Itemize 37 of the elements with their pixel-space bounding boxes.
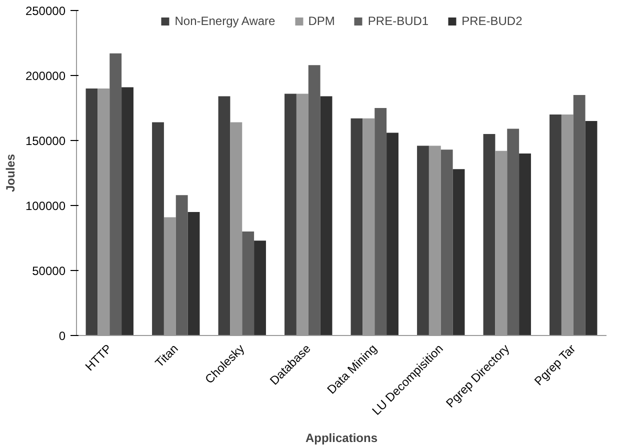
y-tick-label: 50000 (32, 264, 66, 278)
bar (152, 122, 164, 336)
bar (254, 240, 266, 336)
x-axis-title: Applications (305, 430, 378, 445)
y-tick-label: 200000 (25, 69, 66, 83)
bar (507, 128, 520, 336)
x-tick-label: Titan (152, 342, 181, 370)
y-tick-label: 150000 (25, 134, 66, 148)
legend-label: DPM (308, 14, 335, 28)
bar (242, 232, 254, 336)
bar (188, 212, 200, 336)
bar (284, 94, 296, 336)
bar (218, 96, 230, 336)
bar (122, 87, 134, 336)
bar (374, 108, 387, 336)
bar (86, 88, 98, 336)
bar (483, 134, 496, 336)
bar (350, 118, 363, 336)
legend-label: Non-Energy Aware (174, 14, 276, 28)
y-axis-title: Joules (3, 154, 18, 192)
bar (308, 65, 320, 336)
legend-label: PRE-BUD2 (462, 14, 522, 28)
bar (573, 95, 586, 336)
bar (550, 114, 562, 336)
bar (440, 150, 453, 336)
legend-label: PRE-BUD1 (368, 14, 429, 28)
bar (452, 169, 465, 336)
bar (417, 146, 429, 336)
y-tick-label: 0 (58, 329, 66, 343)
y-tick-label: 250000 (25, 4, 66, 18)
bar (176, 195, 188, 336)
bar (585, 121, 598, 336)
y-tick-label: 100000 (25, 199, 66, 213)
bar (110, 53, 122, 336)
bar (386, 132, 398, 336)
bar (320, 96, 332, 336)
bar (519, 154, 531, 336)
